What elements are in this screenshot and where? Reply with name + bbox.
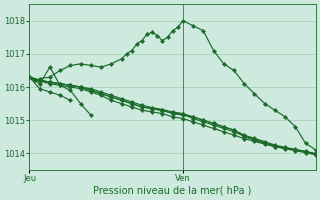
X-axis label: Pression niveau de la mer( hPa ): Pression niveau de la mer( hPa ) xyxy=(93,186,252,196)
